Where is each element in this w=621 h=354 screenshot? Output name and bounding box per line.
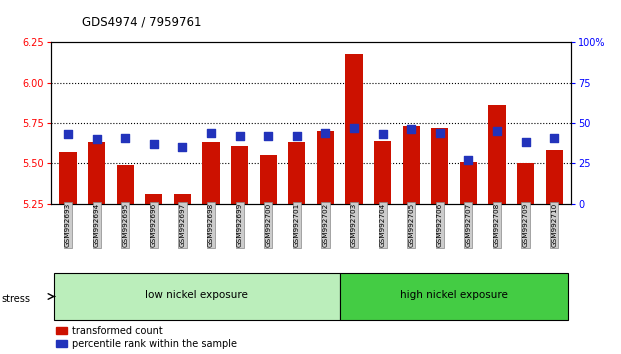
Bar [340, 273, 568, 320]
Point [463, 157, 473, 163]
Point [120, 135, 130, 140]
Bar [431, 128, 448, 204]
Point [235, 133, 245, 139]
Point [206, 130, 216, 136]
Bar [88, 142, 105, 204]
Bar [145, 194, 163, 204]
Bar [231, 145, 248, 204]
Text: GSM992693: GSM992693 [65, 203, 71, 247]
Text: GSM992697: GSM992697 [179, 203, 186, 247]
Point [492, 128, 502, 134]
Point [178, 144, 188, 150]
Point [349, 125, 359, 131]
Bar [260, 155, 277, 204]
Bar [546, 150, 563, 204]
Text: GSM992701: GSM992701 [294, 203, 300, 247]
Point [549, 135, 559, 140]
Text: stress: stress [2, 294, 31, 304]
Text: GDS4974 / 7959761: GDS4974 / 7959761 [82, 16, 201, 29]
Text: GSM992703: GSM992703 [351, 203, 357, 247]
Point [263, 133, 273, 139]
Text: GSM992700: GSM992700 [265, 203, 271, 247]
Text: GSM992710: GSM992710 [551, 203, 557, 247]
Bar [460, 162, 477, 204]
Bar [374, 141, 391, 204]
Bar [517, 163, 534, 204]
Bar [488, 105, 505, 204]
Point [320, 130, 330, 136]
Point [292, 133, 302, 139]
Point [406, 127, 416, 132]
Text: GSM992705: GSM992705 [408, 203, 414, 247]
Text: GSM992702: GSM992702 [322, 203, 329, 247]
Text: GSM992698: GSM992698 [208, 203, 214, 247]
Bar [60, 152, 76, 204]
Bar [54, 273, 340, 320]
Text: GSM992709: GSM992709 [522, 203, 528, 247]
Text: GSM992699: GSM992699 [237, 203, 243, 247]
Text: GSM992695: GSM992695 [122, 203, 129, 247]
Text: low nickel exposure: low nickel exposure [145, 290, 248, 301]
Point [520, 139, 530, 145]
Bar [117, 165, 134, 204]
Legend: transformed count, percentile rank within the sample: transformed count, percentile rank withi… [56, 326, 237, 349]
Point [435, 130, 445, 136]
Text: GSM992704: GSM992704 [379, 203, 386, 247]
Bar [288, 142, 306, 204]
Point [63, 131, 73, 137]
Bar [402, 126, 420, 204]
Text: high nickel exposure: high nickel exposure [400, 290, 508, 301]
Text: GSM992706: GSM992706 [437, 203, 443, 247]
Bar [202, 142, 220, 204]
Bar [174, 194, 191, 204]
Bar [317, 131, 334, 204]
Text: GSM992696: GSM992696 [151, 203, 157, 247]
Text: GSM992708: GSM992708 [494, 203, 500, 247]
Point [378, 131, 388, 137]
Text: GSM992694: GSM992694 [94, 203, 100, 247]
Text: GSM992707: GSM992707 [465, 203, 471, 247]
Point [92, 136, 102, 142]
Point [149, 141, 159, 147]
Bar [345, 54, 363, 204]
